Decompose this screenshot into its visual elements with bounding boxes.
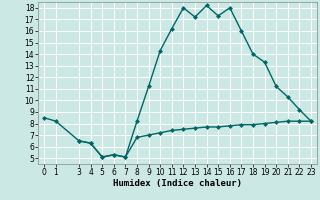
X-axis label: Humidex (Indice chaleur): Humidex (Indice chaleur) — [113, 179, 242, 188]
